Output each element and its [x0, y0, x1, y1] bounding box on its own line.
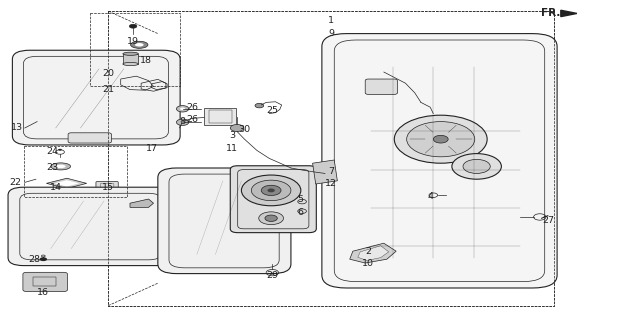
- Text: 26: 26: [186, 103, 198, 112]
- FancyBboxPatch shape: [96, 181, 118, 190]
- Text: 22: 22: [9, 178, 22, 187]
- Text: FR.: FR.: [541, 8, 560, 19]
- Text: 30: 30: [238, 125, 251, 134]
- Text: 5: 5: [297, 196, 303, 204]
- FancyBboxPatch shape: [8, 187, 172, 266]
- Polygon shape: [130, 199, 154, 207]
- FancyBboxPatch shape: [158, 168, 291, 274]
- Polygon shape: [313, 160, 337, 184]
- Text: 18: 18: [139, 56, 152, 65]
- FancyBboxPatch shape: [365, 79, 397, 94]
- Circle shape: [261, 185, 281, 196]
- Polygon shape: [46, 178, 87, 188]
- Polygon shape: [54, 180, 79, 187]
- Text: 20: 20: [102, 69, 115, 78]
- FancyBboxPatch shape: [12, 50, 180, 145]
- Ellipse shape: [51, 163, 71, 170]
- Text: 2: 2: [365, 247, 371, 256]
- Text: 29: 29: [266, 271, 279, 280]
- Text: 15: 15: [102, 183, 115, 192]
- Circle shape: [129, 24, 137, 28]
- Circle shape: [267, 188, 275, 192]
- Text: 13: 13: [11, 124, 23, 132]
- Circle shape: [463, 159, 490, 173]
- Circle shape: [176, 119, 189, 125]
- Circle shape: [58, 149, 62, 151]
- Circle shape: [40, 257, 47, 261]
- Text: 21: 21: [102, 85, 115, 94]
- Ellipse shape: [131, 41, 148, 48]
- Text: 9: 9: [328, 29, 334, 38]
- Text: 7: 7: [328, 167, 334, 176]
- Circle shape: [241, 175, 301, 206]
- Text: 16: 16: [37, 288, 50, 297]
- Text: 25: 25: [266, 106, 279, 115]
- Text: 6: 6: [297, 208, 303, 217]
- Text: 26: 26: [186, 116, 198, 124]
- FancyBboxPatch shape: [230, 166, 316, 233]
- Text: 11: 11: [226, 144, 238, 153]
- FancyBboxPatch shape: [23, 272, 67, 292]
- Text: 17: 17: [145, 144, 158, 153]
- Text: 23: 23: [46, 164, 59, 172]
- Polygon shape: [561, 10, 577, 17]
- Circle shape: [265, 215, 277, 221]
- Bar: [204, 108, 236, 125]
- Text: 19: 19: [127, 37, 139, 46]
- Text: 28: 28: [28, 255, 40, 264]
- Circle shape: [180, 121, 185, 124]
- Ellipse shape: [135, 43, 144, 46]
- FancyBboxPatch shape: [68, 133, 111, 143]
- Circle shape: [251, 180, 291, 201]
- Polygon shape: [358, 246, 389, 260]
- Circle shape: [433, 135, 448, 143]
- Text: 8: 8: [180, 117, 186, 126]
- Circle shape: [176, 106, 189, 112]
- Circle shape: [255, 103, 264, 108]
- Bar: [209, 110, 232, 123]
- Ellipse shape: [123, 52, 139, 55]
- Text: 14: 14: [50, 183, 62, 192]
- Text: 4: 4: [427, 192, 433, 201]
- Circle shape: [230, 124, 244, 132]
- Circle shape: [394, 115, 487, 163]
- Ellipse shape: [123, 62, 139, 66]
- Circle shape: [180, 108, 185, 110]
- Bar: [33, 277, 56, 286]
- Text: 27: 27: [542, 216, 554, 225]
- Text: 10: 10: [362, 260, 374, 268]
- Circle shape: [259, 212, 284, 225]
- Text: 24: 24: [46, 148, 59, 156]
- Text: 3: 3: [229, 132, 235, 140]
- Text: 1: 1: [328, 16, 334, 25]
- Circle shape: [407, 122, 475, 157]
- FancyBboxPatch shape: [322, 34, 557, 288]
- Bar: [123, 54, 138, 64]
- Polygon shape: [350, 243, 396, 263]
- Ellipse shape: [56, 164, 66, 168]
- Text: 12: 12: [325, 180, 337, 188]
- Circle shape: [452, 154, 501, 179]
